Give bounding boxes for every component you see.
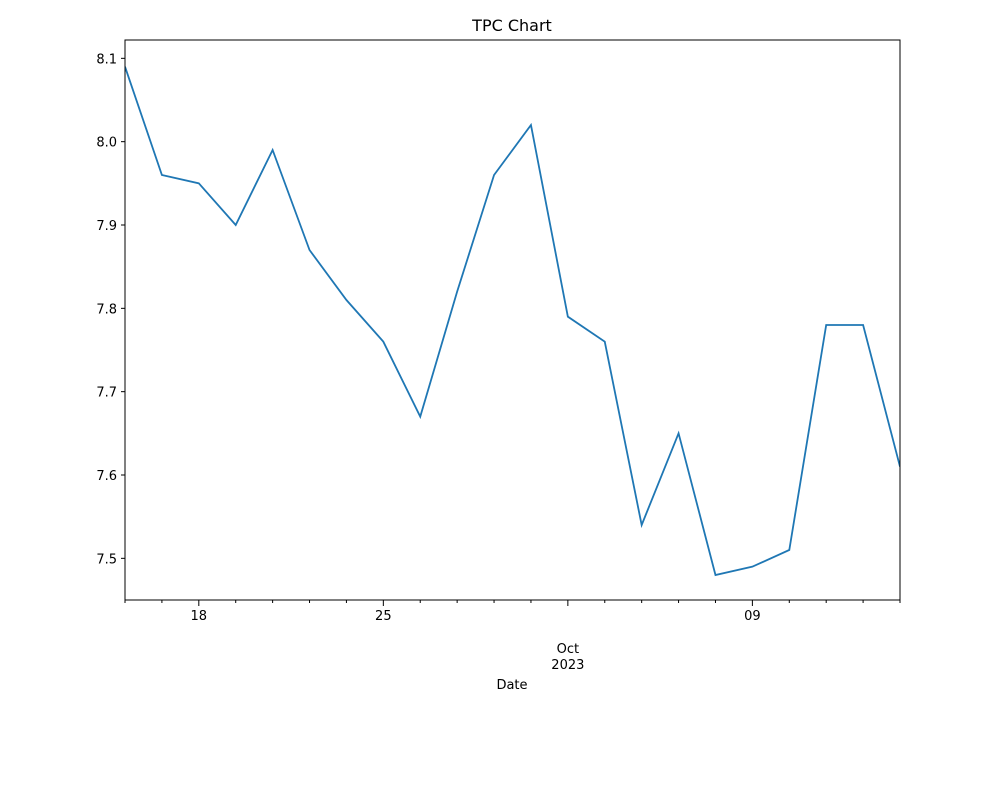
x-tick-label: 2023 — [551, 658, 584, 673]
plot-frame — [124, 39, 901, 601]
y-tick-label: 7.9 — [96, 219, 117, 234]
y-tick-label: 7.8 — [96, 302, 117, 317]
line — [125, 66, 900, 577]
y-tick-label: 7.5 — [96, 552, 117, 567]
x-tick-label: 25 — [375, 609, 392, 624]
y-tick-label: 7.6 — [96, 469, 117, 484]
x-tick-label: 09 — [744, 609, 761, 624]
y-tick-label: 8.1 — [96, 52, 117, 67]
chart-title: TPC Chart — [471, 16, 552, 35]
y-tick-label: 7.7 — [96, 386, 117, 401]
x-tick-label: Oct — [557, 642, 579, 657]
x-tick-label: 18 — [191, 609, 208, 624]
x-axis-label: Date — [496, 678, 527, 693]
y-tick-label: 8.0 — [96, 136, 117, 151]
